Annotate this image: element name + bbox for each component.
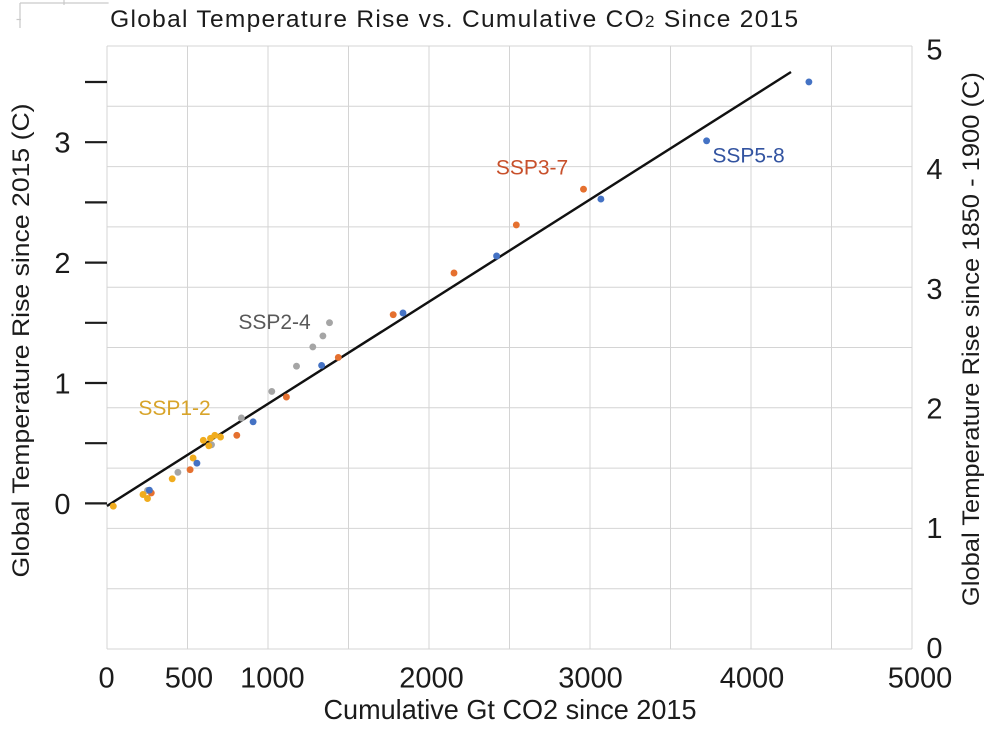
svg-text:Global Temperature Rise since: Global Temperature Rise since 1850 - 190… (958, 72, 985, 606)
svg-text:1: 1 (54, 369, 70, 401)
svg-text:4: 4 (926, 154, 942, 186)
svg-text:2: 2 (54, 248, 70, 280)
svg-text:2: 2 (926, 394, 942, 426)
svg-text:Global Temperature Rise vs. Cu: Global Temperature Rise vs. Cumulative C… (110, 6, 799, 33)
svg-text:SSP3-7: SSP3-7 (496, 157, 568, 180)
svg-text:SSP2-4: SSP2-4 (238, 311, 311, 334)
svg-text:4000: 4000 (720, 663, 785, 695)
svg-text:3000: 3000 (558, 663, 623, 695)
svg-text:3: 3 (926, 274, 942, 306)
svg-text:5000: 5000 (888, 663, 953, 695)
svg-text:1000: 1000 (240, 663, 305, 695)
svg-text:2000: 2000 (399, 663, 464, 695)
svg-text:5: 5 (926, 34, 942, 66)
svg-text:3: 3 (54, 128, 70, 160)
svg-text:0: 0 (99, 663, 115, 695)
svg-text:Global Temperature Rise since: Global Temperature Rise since 2015 (C) (8, 103, 35, 577)
svg-text:0: 0 (926, 633, 942, 665)
svg-text:500: 500 (165, 663, 213, 695)
svg-text:Cumulative Gt CO2 since 2015: Cumulative Gt CO2 since 2015 (324, 694, 697, 725)
svg-text:SSP5-8: SSP5-8 (712, 145, 784, 168)
svg-text:0: 0 (54, 489, 70, 521)
svg-text:SSP1-2: SSP1-2 (138, 397, 210, 420)
svg-text:1: 1 (926, 513, 942, 545)
